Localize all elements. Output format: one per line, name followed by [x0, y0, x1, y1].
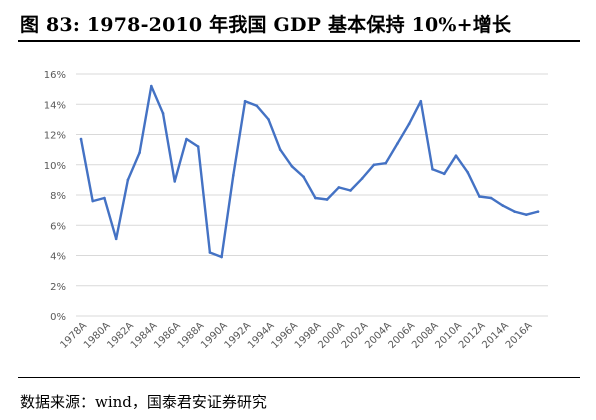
data-point	[114, 237, 118, 241]
data-point	[349, 189, 352, 192]
data-point	[337, 186, 341, 189]
data-point	[208, 251, 212, 254]
data-point	[489, 196, 493, 200]
y-tick-label: 8%	[50, 191, 66, 202]
data-point	[278, 148, 282, 151]
data-point	[79, 137, 83, 141]
data-point	[524, 213, 528, 216]
data-point	[360, 177, 364, 180]
y-tick-label: 12%	[44, 131, 66, 142]
data-point	[325, 198, 329, 201]
data-point	[173, 180, 177, 183]
data-source-note: 数据来源：wind，国泰君安证券研究	[20, 393, 267, 411]
data-point	[384, 161, 387, 165]
data-point	[232, 174, 235, 177]
data-point	[513, 210, 516, 213]
gdp-growth-series-line	[79, 84, 540, 259]
data-point	[103, 196, 106, 200]
data-point	[536, 210, 540, 213]
data-point	[314, 196, 317, 200]
data-point	[501, 204, 505, 207]
data-point	[150, 84, 153, 88]
data-point	[91, 199, 95, 203]
data-point	[196, 145, 200, 148]
data-point	[454, 154, 458, 157]
data-point	[478, 195, 481, 198]
data-point	[431, 167, 434, 171]
data-point	[396, 142, 399, 145]
data-point	[372, 163, 376, 167]
data-point	[290, 164, 294, 168]
data-point	[407, 122, 411, 126]
y-tick-label: 6%	[50, 221, 66, 232]
y-tick-label: 10%	[44, 161, 66, 172]
data-point	[267, 118, 270, 121]
y-tick-label: 0%	[50, 312, 66, 323]
data-point	[466, 171, 469, 174]
data-point	[442, 172, 446, 176]
data-point	[126, 178, 130, 182]
data-point	[419, 99, 423, 103]
data-point	[302, 175, 305, 179]
y-tick-label: 14%	[44, 100, 66, 111]
title-rule	[18, 40, 580, 42]
y-tick-label: 2%	[50, 282, 66, 293]
data-point	[161, 112, 165, 115]
x-tick-label: 2016A	[504, 320, 535, 351]
data-point	[220, 255, 223, 259]
data-point	[243, 99, 247, 103]
data-point	[138, 151, 141, 154]
source-rule	[18, 377, 580, 378]
y-tick-label: 16%	[44, 70, 66, 81]
data-point	[255, 104, 259, 108]
data-point	[185, 137, 188, 141]
y-tick-label: 4%	[50, 252, 66, 263]
figure-title: 图 83: 1978-2010 年我国 GDP 基本保持 10%+增长	[20, 14, 512, 36]
